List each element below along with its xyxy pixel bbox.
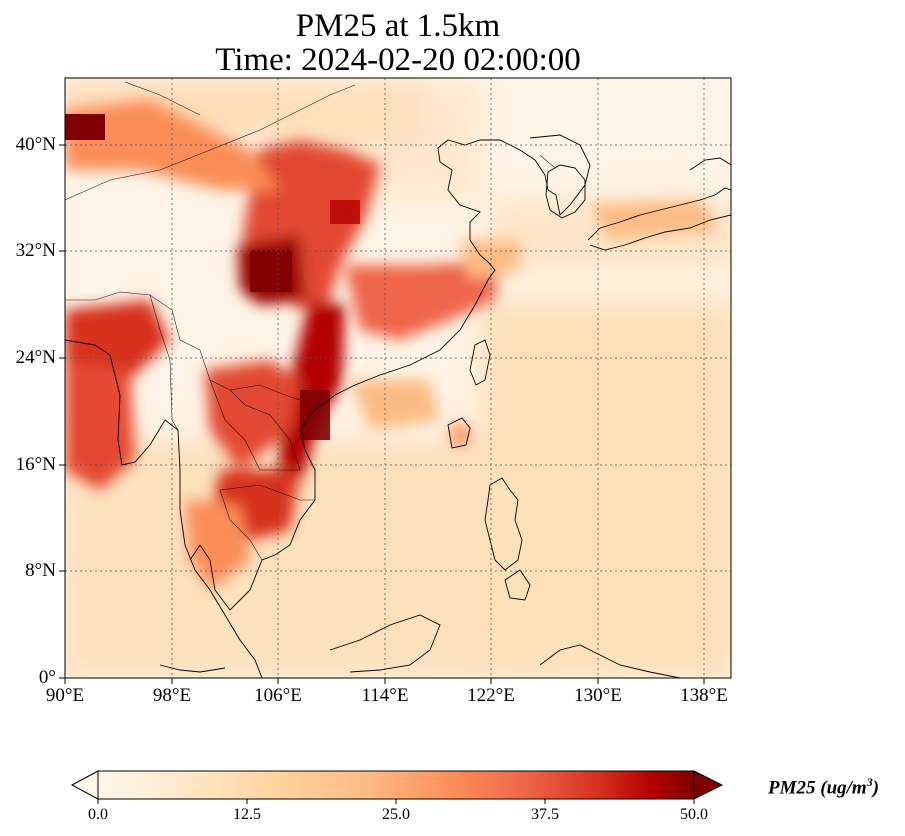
philippines-outline bbox=[484, 477, 523, 571]
country-borders bbox=[65, 81, 556, 561]
colorbar-extend-max bbox=[693, 770, 724, 800]
colorbar-extend-min bbox=[70, 770, 99, 800]
colorbar-label: PM25 (ug/m3) bbox=[768, 775, 880, 799]
pm25-field bbox=[65, 78, 731, 678]
colorbar-tick-label: 50.0 bbox=[680, 806, 708, 823]
lon-tick-label: 114°E bbox=[361, 685, 409, 706]
tick-marks bbox=[59, 144, 705, 684]
lat-tick-label: 8°N bbox=[25, 560, 56, 581]
colorbar-gradient bbox=[97, 770, 695, 800]
hotspot-north-china bbox=[330, 200, 360, 224]
lat-tick-label: 40°N bbox=[15, 134, 56, 155]
lon-tick-label: 106°E bbox=[254, 685, 302, 706]
map-title: PM25 at 1.5km bbox=[295, 8, 501, 44]
hotspot-sichuan bbox=[250, 250, 292, 292]
colorbar bbox=[70, 770, 724, 804]
taiwan-outline bbox=[469, 339, 491, 386]
lon-tick-label: 98°E bbox=[152, 685, 192, 706]
pollution-plumes bbox=[65, 100, 720, 590]
lat-tick-label: 16°N bbox=[15, 454, 56, 475]
lat-tick-label: 32°N bbox=[15, 240, 56, 261]
colorbar-tick-label: 12.5 bbox=[233, 806, 261, 823]
hotspot-northwest bbox=[65, 114, 105, 140]
map-subtitle-time: Time: 2024-02-20 02:00:00 bbox=[215, 42, 581, 78]
colorbar-tick-label: 25.0 bbox=[382, 806, 410, 823]
lon-tick-label: 138°E bbox=[680, 685, 728, 706]
lat-tick-label: 0° bbox=[38, 667, 56, 688]
colorbar-tick-label: 0.0 bbox=[88, 806, 108, 823]
hainan-outline bbox=[447, 417, 471, 449]
gridlines bbox=[65, 78, 731, 678]
lat-tick-label: 24°N bbox=[15, 347, 56, 368]
lon-tick-label: 130°E bbox=[574, 685, 622, 706]
lon-tick-label: 90°E bbox=[45, 685, 85, 706]
map-frame bbox=[64, 77, 732, 679]
hotspot-north-vietnam bbox=[300, 390, 330, 440]
colorbar-tick-label: 37.5 bbox=[531, 806, 559, 823]
lon-tick-label: 122°E bbox=[467, 685, 515, 706]
